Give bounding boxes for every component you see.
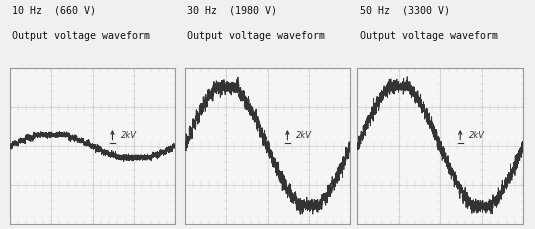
Text: Output voltage waveform: Output voltage waveform [12, 31, 150, 41]
Text: 2kV: 2kV [296, 131, 312, 140]
Text: 10 Hz  (660 V): 10 Hz (660 V) [12, 6, 96, 16]
Text: 2kV: 2kV [121, 131, 137, 140]
Text: Output voltage waveform: Output voltage waveform [187, 31, 325, 41]
Text: Output voltage waveform: Output voltage waveform [360, 31, 498, 41]
Text: 2kV: 2kV [469, 131, 485, 140]
Text: 50 Hz  (3300 V): 50 Hz (3300 V) [360, 6, 450, 16]
Text: 30 Hz  (1980 V): 30 Hz (1980 V) [187, 6, 277, 16]
